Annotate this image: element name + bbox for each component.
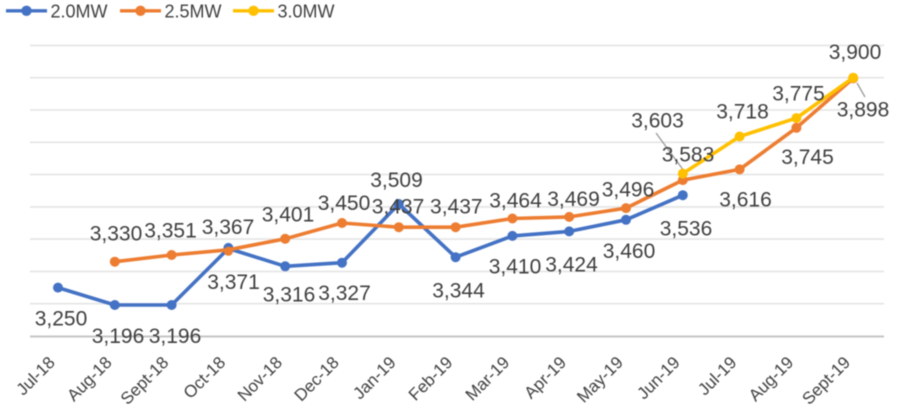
svg-text:2.0MW: 2.0MW [51,1,108,21]
svg-text:3,327: 3,327 [318,282,371,305]
svg-text:3,603: 3,603 [631,110,684,133]
svg-text:3,250: 3,250 [35,308,88,331]
svg-text:3,410: 3,410 [489,256,542,279]
svg-text:3,401: 3,401 [262,204,315,227]
svg-text:3,718: 3,718 [716,101,769,124]
svg-text:3,367: 3,367 [202,216,255,239]
svg-text:3,460: 3,460 [603,240,656,263]
svg-text:3,496: 3,496 [602,179,655,202]
svg-text:3,330: 3,330 [90,223,143,246]
svg-text:3,437: 3,437 [430,196,483,219]
svg-text:3,775: 3,775 [772,83,825,106]
svg-text:3.0MW: 3.0MW [278,1,335,21]
svg-text:3,469: 3,469 [547,188,600,211]
svg-text:3,437: 3,437 [372,196,425,219]
svg-text:3,583: 3,583 [662,144,715,167]
svg-text:3,351: 3,351 [144,220,197,243]
svg-text:3,898: 3,898 [837,99,890,122]
svg-text:3,371: 3,371 [207,271,260,294]
svg-text:3,196: 3,196 [92,325,145,348]
svg-text:3,509: 3,509 [370,169,423,192]
svg-text:3,450: 3,450 [318,192,371,215]
svg-text:3,745: 3,745 [781,146,834,169]
svg-text:3,616: 3,616 [719,189,772,212]
svg-text:3,316: 3,316 [263,284,316,307]
svg-text:3,196: 3,196 [149,325,202,348]
svg-text:3,900: 3,900 [829,41,882,64]
svg-text:2.5MW: 2.5MW [165,1,222,21]
svg-text:3,536: 3,536 [660,218,713,241]
svg-text:3,464: 3,464 [489,190,542,213]
svg-text:3,424: 3,424 [545,254,598,277]
svg-text:3,344: 3,344 [432,280,485,303]
